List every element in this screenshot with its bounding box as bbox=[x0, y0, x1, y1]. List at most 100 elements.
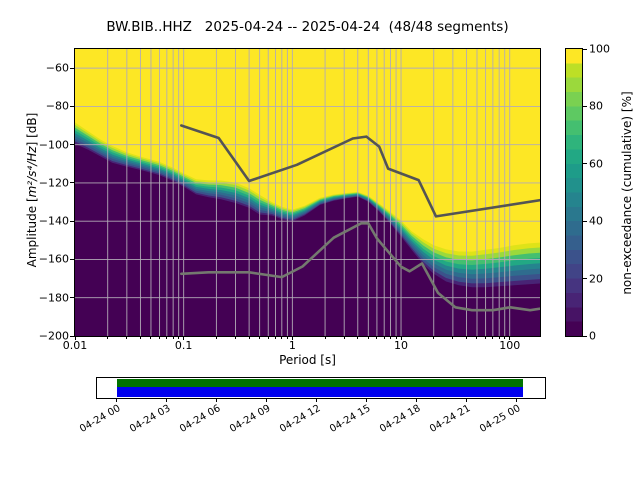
x-minor-tick bbox=[281, 336, 283, 339]
timeline-tick-label: 04-24 18 bbox=[377, 403, 423, 436]
x-minor-tick bbox=[433, 336, 435, 339]
x-minor-tick bbox=[166, 336, 168, 339]
x-tick-label: 0.01 bbox=[62, 339, 88, 352]
colorbar-tick bbox=[583, 278, 587, 280]
x-tick-label: 0.1 bbox=[174, 339, 193, 352]
timeline-tick bbox=[266, 398, 268, 402]
timeline-coverage-blue bbox=[117, 387, 523, 397]
timeline-tick bbox=[466, 398, 468, 402]
x-minor-tick bbox=[215, 336, 217, 339]
x-tick bbox=[74, 336, 76, 340]
timeline-coverage-green bbox=[117, 379, 523, 387]
y-tick bbox=[70, 220, 74, 222]
ppsd-plot bbox=[74, 48, 541, 337]
colorbar-label: non-exceedance (cumulative) [%] bbox=[620, 91, 634, 295]
x-minor-tick bbox=[452, 336, 454, 339]
timeline-tick-label: 04-24 21 bbox=[427, 403, 473, 436]
y-tick-label: −100 bbox=[38, 138, 69, 152]
y-tick-label: −160 bbox=[38, 252, 69, 266]
timeline-tick-label: 04-24 06 bbox=[177, 403, 223, 436]
x-minor-tick bbox=[275, 336, 277, 339]
x-minor-tick bbox=[159, 336, 161, 339]
x-minor-tick bbox=[235, 336, 237, 339]
colorbar-tick bbox=[583, 220, 587, 222]
y-tick bbox=[70, 182, 74, 184]
x-tick-label: 100 bbox=[499, 339, 521, 352]
x-minor-tick bbox=[259, 336, 261, 339]
x-minor-tick bbox=[150, 336, 152, 339]
y-tick-label: −80 bbox=[45, 99, 69, 113]
colorbar-tick-label: 100 bbox=[589, 42, 610, 56]
x-minor-tick bbox=[107, 336, 109, 339]
x-minor-tick bbox=[476, 336, 478, 339]
heatmap-band bbox=[75, 143, 540, 336]
y-tick-label: −140 bbox=[38, 214, 69, 228]
timeline-tick bbox=[216, 398, 218, 402]
y-tick bbox=[70, 67, 74, 69]
x-tick bbox=[183, 336, 185, 340]
y-tick-label: −60 bbox=[45, 61, 69, 75]
x-minor-tick bbox=[248, 336, 250, 339]
y-axis-label: Amplitude [m²/s⁴/Hz] [dB] bbox=[25, 112, 39, 268]
x-minor-tick bbox=[383, 336, 385, 339]
ppsd-heatmap bbox=[75, 49, 540, 336]
timeline-tick-label: 04-24 12 bbox=[277, 403, 323, 436]
x-tick bbox=[509, 336, 511, 340]
x-minor-tick bbox=[343, 336, 345, 339]
x-minor-tick bbox=[286, 336, 288, 339]
timeline-tick-label: 04-24 15 bbox=[327, 403, 373, 436]
colorbar-tick bbox=[583, 105, 587, 107]
colorbar-tick bbox=[583, 163, 587, 165]
colorbar-tick-label: 80 bbox=[589, 99, 603, 113]
timeline-tick-label: 04-25 00 bbox=[477, 403, 523, 436]
colorbar-tick-label: 20 bbox=[589, 272, 603, 286]
y-tick bbox=[70, 297, 74, 299]
x-minor-tick bbox=[324, 336, 326, 339]
x-minor-tick bbox=[267, 336, 269, 339]
x-minor-tick bbox=[465, 336, 467, 339]
x-minor-tick bbox=[367, 336, 369, 339]
low-noise-model-line bbox=[180, 222, 540, 312]
timeline-tick bbox=[516, 398, 518, 402]
y-tick bbox=[70, 144, 74, 146]
timeline-tick bbox=[366, 398, 368, 402]
colorbar-tick bbox=[583, 335, 587, 337]
colorbar-tick-label: 60 bbox=[589, 157, 603, 171]
timeline-tick bbox=[316, 398, 318, 402]
colorbar-tick bbox=[583, 48, 587, 50]
x-minor-tick bbox=[178, 336, 180, 339]
plot-title: BW.BIB..HHZ 2025-04-24 -- 2025-04-24 (48… bbox=[106, 19, 509, 35]
y-tick bbox=[70, 105, 74, 107]
x-minor-tick bbox=[498, 336, 500, 339]
y-tick-label: −120 bbox=[38, 176, 69, 190]
y-tick bbox=[70, 335, 74, 337]
x-minor-tick bbox=[357, 336, 359, 339]
x-minor-tick bbox=[389, 336, 391, 339]
x-minor-tick bbox=[126, 336, 128, 339]
x-tick-label: 10 bbox=[394, 339, 409, 352]
y-axis-label-math: m²/s⁴/Hz bbox=[25, 146, 39, 198]
x-minor-tick bbox=[139, 336, 141, 339]
x-minor-tick bbox=[492, 336, 494, 339]
x-tick-label: 1 bbox=[288, 339, 296, 352]
timeline-tick-label: 04-24 09 bbox=[227, 403, 273, 436]
x-minor-tick bbox=[376, 336, 378, 339]
gridlines bbox=[75, 49, 540, 336]
colorbar-tick-label: 40 bbox=[589, 214, 603, 228]
timeline-tick-label: 04-24 00 bbox=[77, 403, 123, 436]
x-tick bbox=[400, 336, 402, 340]
x-minor-tick bbox=[485, 336, 487, 339]
timeline-tick bbox=[416, 398, 418, 402]
x-minor-tick bbox=[395, 336, 397, 339]
timeline-tick bbox=[116, 398, 118, 402]
x-minor-tick bbox=[504, 336, 506, 339]
y-tick-label: −200 bbox=[38, 329, 69, 343]
x-minor-tick bbox=[172, 336, 174, 339]
timeline-tick-label: 04-24 03 bbox=[127, 403, 173, 436]
colorbar-tick-label: 0 bbox=[589, 329, 596, 343]
x-tick bbox=[291, 336, 293, 340]
timeline-tick bbox=[166, 398, 168, 402]
colorbar bbox=[565, 48, 583, 337]
y-tick-label: −180 bbox=[38, 291, 69, 305]
